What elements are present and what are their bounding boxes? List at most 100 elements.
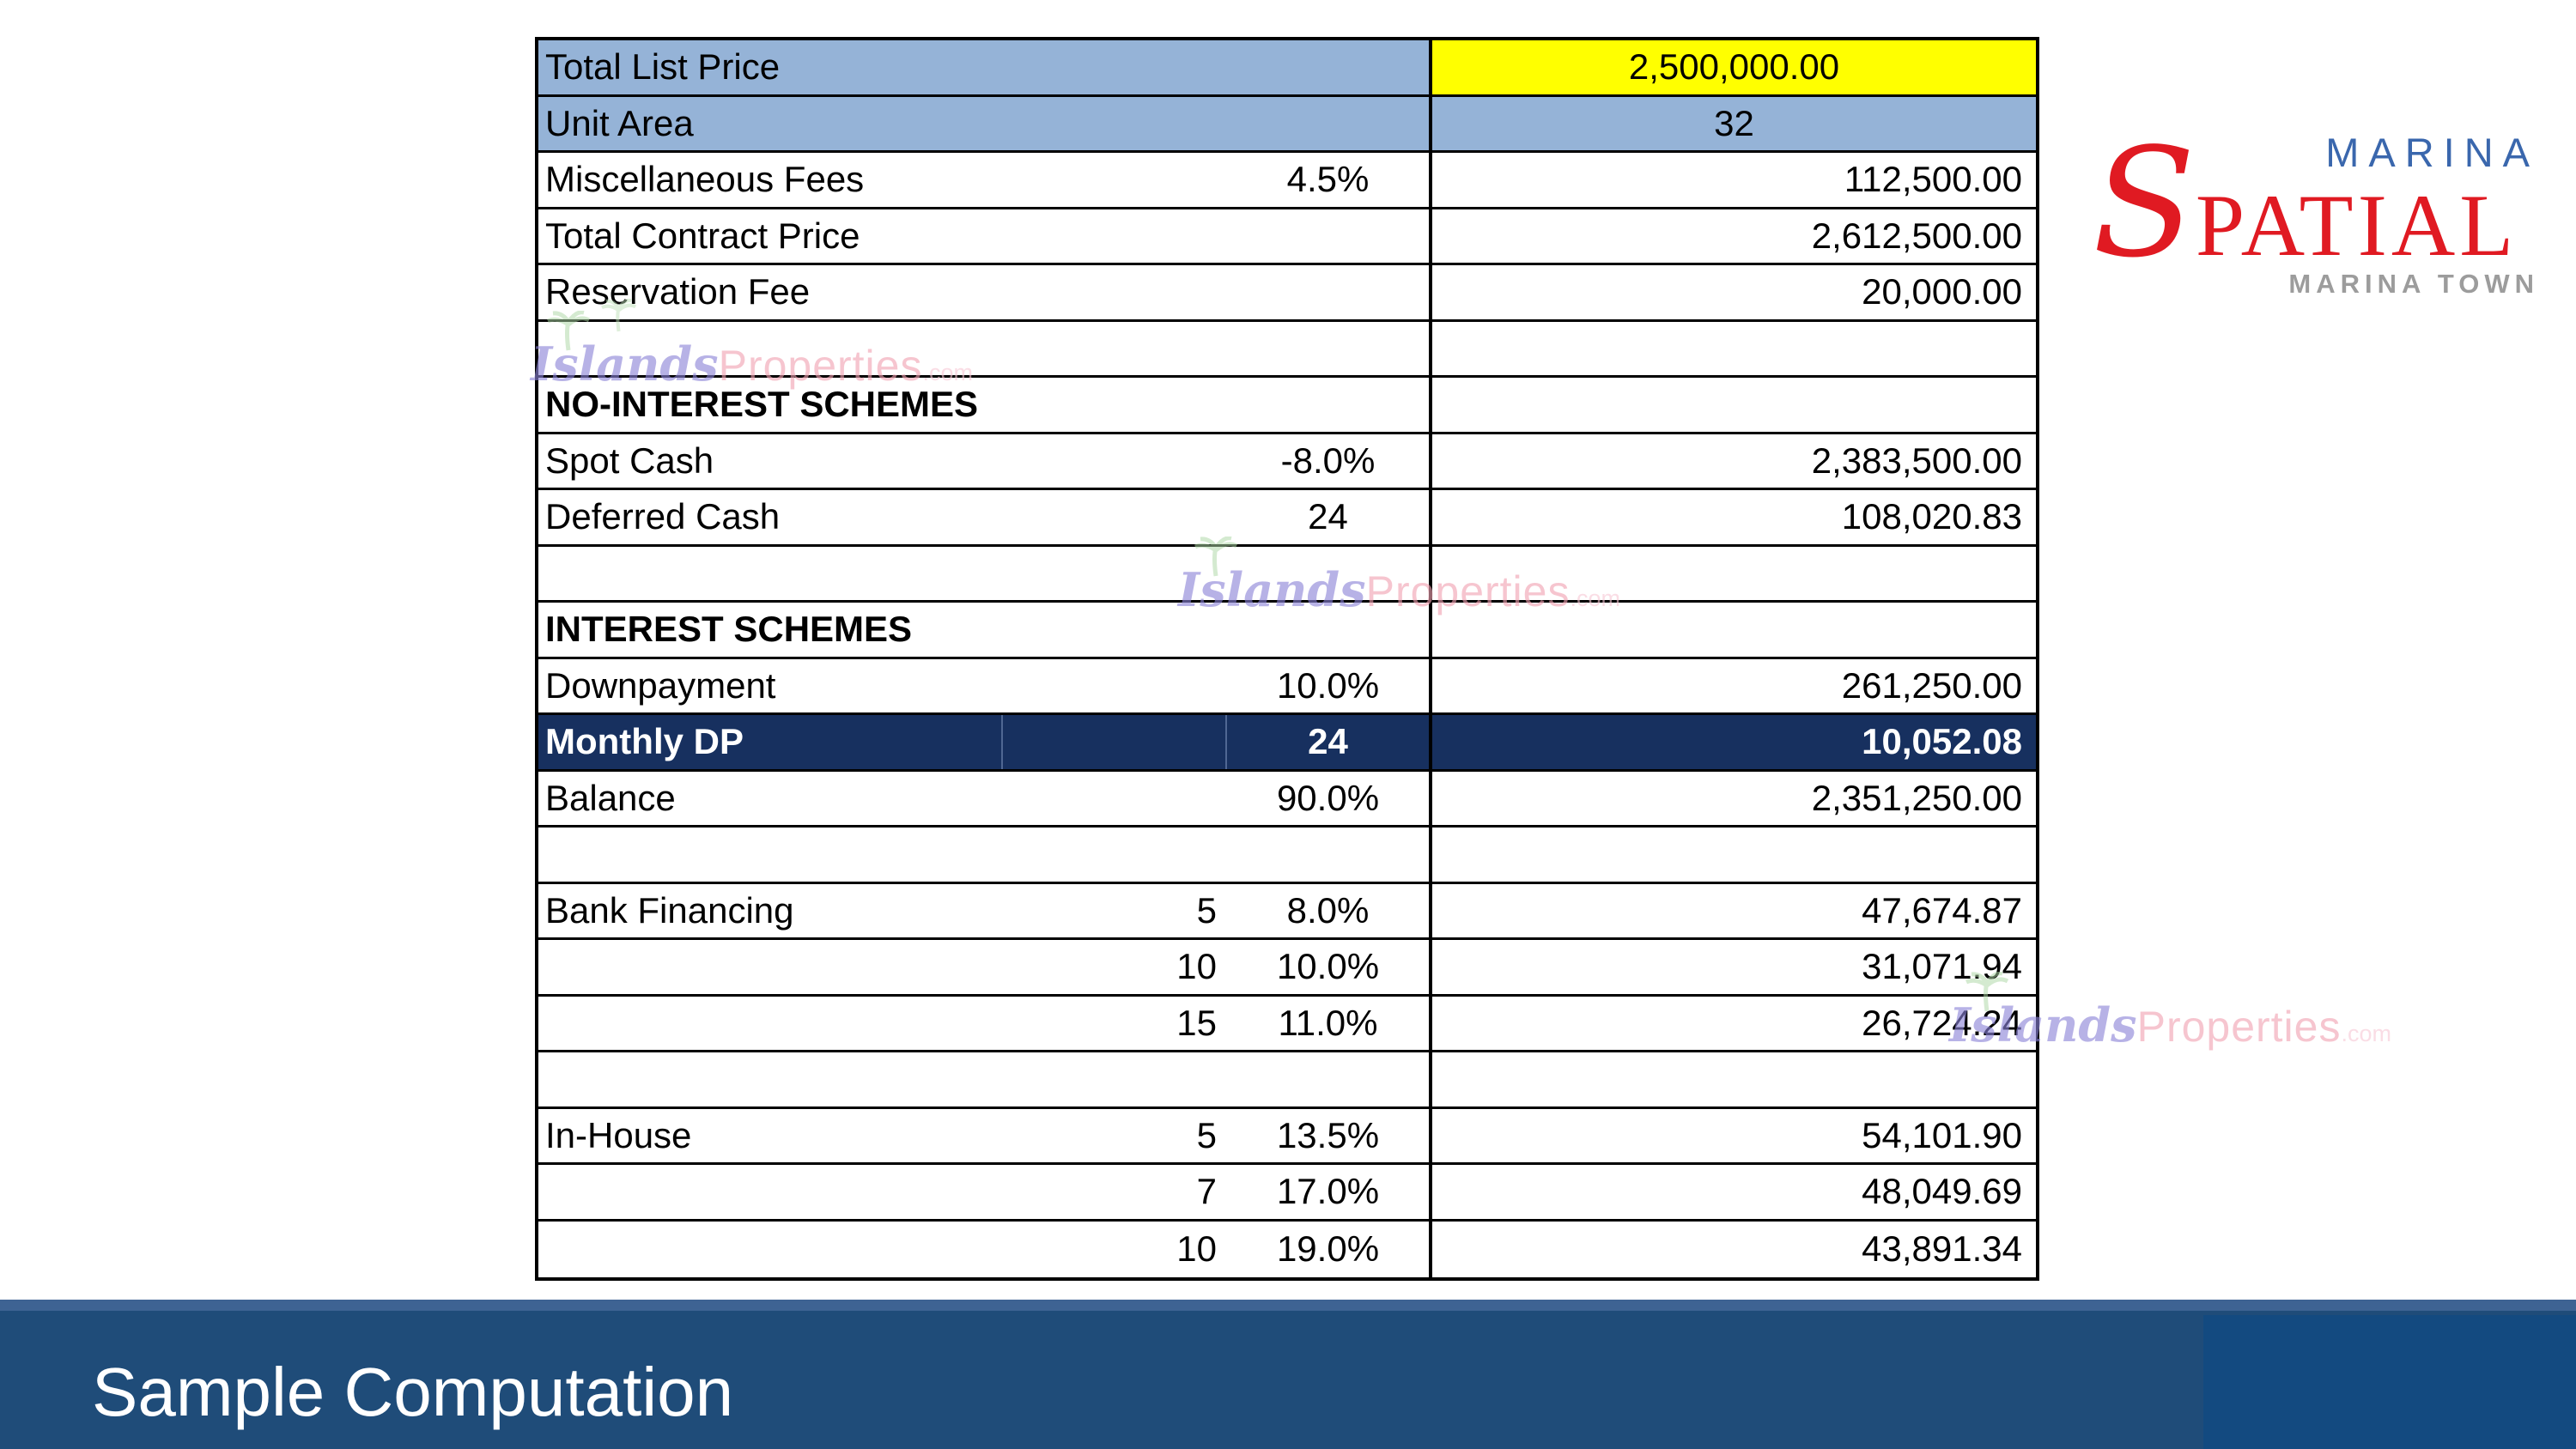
- cell-rate: 90.0%: [1276, 777, 1380, 818]
- cell-label: In-House: [545, 1114, 692, 1155]
- cell-rate: [1227, 265, 1429, 319]
- cell-amount: [1429, 378, 2036, 432]
- cell-label: [538, 1052, 1003, 1106]
- cell-term: [1003, 153, 1227, 207]
- footer-accent-strip: [0, 1300, 2576, 1311]
- cell-rate: [1227, 40, 1429, 94]
- watermark-islandsproperties: IslandsProperties.com: [531, 299, 973, 391]
- cell-label: Reservation Fee: [545, 271, 811, 312]
- cell-label: [538, 940, 1003, 994]
- table-row-total-list-price: Total List Price 2,500,000.00: [538, 40, 2036, 97]
- cell-amount: [1429, 603, 2036, 657]
- cell-rate: [1227, 1052, 1429, 1106]
- cell-amount: 47,674.87: [1429, 883, 2036, 937]
- cell-label: Spot Cash: [545, 440, 714, 481]
- table-row-in-house-10yr: 10 19.0% 43,891.34: [538, 1221, 2036, 1278]
- logo-spatial-text: SPATIAL: [2093, 117, 2518, 291]
- footer-corner-panel: [2203, 1315, 2576, 1449]
- watermark-properties-text: Properties: [1365, 567, 1571, 615]
- cell-rate: -8.0%: [1280, 440, 1376, 481]
- cell-amount: 48,049.69: [1429, 1165, 2036, 1219]
- cell-amount: 26,724.24: [1429, 996, 2036, 1050]
- cell-term: [1003, 265, 1227, 319]
- cell-label: Miscellaneous Fees: [545, 159, 865, 200]
- cell-label: Bank Financing: [545, 889, 794, 931]
- cell-rate: 10.0%: [1276, 664, 1380, 706]
- cell-amount: [1429, 1052, 2036, 1106]
- logo-spatial-initial: S: [2093, 117, 2196, 291]
- table-row-in-house-7yr: 7 17.0% 48,049.69: [538, 1165, 2036, 1222]
- cell-term: 7: [1196, 1171, 1217, 1212]
- cell-label: Deferred Cash: [545, 496, 781, 537]
- pricing-table: Total List Price 2,500,000.00 Unit Area …: [535, 37, 2039, 1281]
- cell-label: [538, 547, 1003, 601]
- cell-term: 5: [1196, 889, 1217, 931]
- table-row-no-interest-schemes-header: NO-INTEREST SCHEMES: [538, 378, 2036, 434]
- cell-amount: 2,383,500.00: [1429, 433, 2036, 488]
- cell-amount: 43,891.34: [1429, 1221, 2036, 1277]
- watermark-com-text: .com: [1570, 585, 1620, 611]
- watermark-com-text: .com: [2341, 1021, 2391, 1046]
- section-header: NO-INTEREST SCHEMES: [545, 384, 979, 425]
- watermark-islands-text: Islands: [1178, 562, 1366, 617]
- table-row-bank-financing-5yr: Bank Financing 5 8.0% 47,674.87: [538, 883, 2036, 940]
- table-row-bank-financing-10yr: 10 10.0% 31,071.94: [538, 940, 2036, 997]
- table-row-empty: [538, 1052, 2036, 1109]
- table-row-empty: [538, 828, 2036, 884]
- table-row-spot-cash: Spot Cash -8.0% 2,383,500.00: [538, 433, 2036, 490]
- cell-amount: 32: [1429, 96, 2036, 150]
- logo-marina-text: MARINA: [2325, 130, 2539, 175]
- cell-term: [1003, 322, 1227, 376]
- table-row-total-contract-price: Total Contract Price 2,612,500.00: [538, 209, 2036, 265]
- table-row-balance: Balance 90.0% 2,351,250.00: [538, 771, 2036, 828]
- cell-amount: 2,351,250.00: [1429, 771, 2036, 825]
- cell-rate: 17.0%: [1276, 1171, 1380, 1212]
- cell-amount: 31,071.94: [1429, 940, 2036, 994]
- table-row-in-house-5yr: In-House 5 13.5% 54,101.90: [538, 1108, 2036, 1165]
- cell-amount: 10,052.08: [1429, 715, 2036, 769]
- watermark-properties-text: Properties: [718, 342, 923, 390]
- cell-rate: [1227, 96, 1429, 150]
- cell-term: [1003, 715, 1227, 769]
- table-row-empty: [538, 321, 2036, 378]
- cell-amount: [1429, 321, 2036, 375]
- cell-amount: [1429, 828, 2036, 882]
- cell-label: [538, 828, 1003, 882]
- cell-term: [1003, 828, 1227, 882]
- cell-label: Downpayment: [545, 664, 776, 706]
- cell-label: Unit Area: [538, 96, 1003, 150]
- section-header: INTEREST SCHEMES: [545, 609, 913, 650]
- cell-rate: [1227, 378, 1429, 432]
- cell-label: Total Contract Price: [545, 215, 860, 256]
- cell-amount: [1429, 546, 2036, 600]
- cell-term: [1003, 378, 1227, 432]
- palm-tree-icon: [601, 299, 637, 332]
- cell-rate: 11.0%: [1278, 1002, 1378, 1043]
- watermark-com-text: .com: [922, 360, 973, 385]
- marina-spatial-logo: MARINA SPATIAL MARINA TOWN: [2093, 117, 2543, 300]
- logo-spatial-rest: PATIAL: [2195, 177, 2518, 275]
- table-row-deferred-cash: Deferred Cash 24 108,020.83: [538, 490, 2036, 547]
- cell-rate: 19.0%: [1276, 1228, 1380, 1270]
- cell-rate: 24: [1308, 721, 1348, 762]
- table-row-interest-schemes-header: INTEREST SCHEMES: [538, 603, 2036, 659]
- cell-term: 15: [1176, 1002, 1217, 1043]
- slide-title: Sample Computation: [92, 1354, 734, 1430]
- cell-rate: 13.5%: [1276, 1114, 1380, 1155]
- cell-label: [538, 1222, 1003, 1278]
- cell-rate: [1227, 209, 1429, 264]
- cell-amount: 261,250.00: [1429, 658, 2036, 712]
- cell-rate: 24: [1308, 496, 1348, 537]
- cell-label: [538, 1165, 1003, 1219]
- cell-term: [1003, 1052, 1227, 1106]
- table-row-miscellaneous-fees: Miscellaneous Fees 4.5% 112,500.00: [538, 153, 2036, 209]
- cell-amount: 108,020.83: [1429, 490, 2036, 544]
- table-row-monthly-dp-highlighted: Monthly DP 24 10,052.08: [538, 715, 2036, 772]
- cell-amount: 54,101.90: [1429, 1108, 2036, 1162]
- cell-amount: 20,000.00: [1429, 265, 2036, 319]
- cell-label: Total List Price: [538, 40, 1003, 94]
- watermark-properties-text: Properties: [2136, 1003, 2342, 1051]
- palm-tree-icon: [1965, 972, 2009, 1012]
- cell-label: [538, 997, 1003, 1051]
